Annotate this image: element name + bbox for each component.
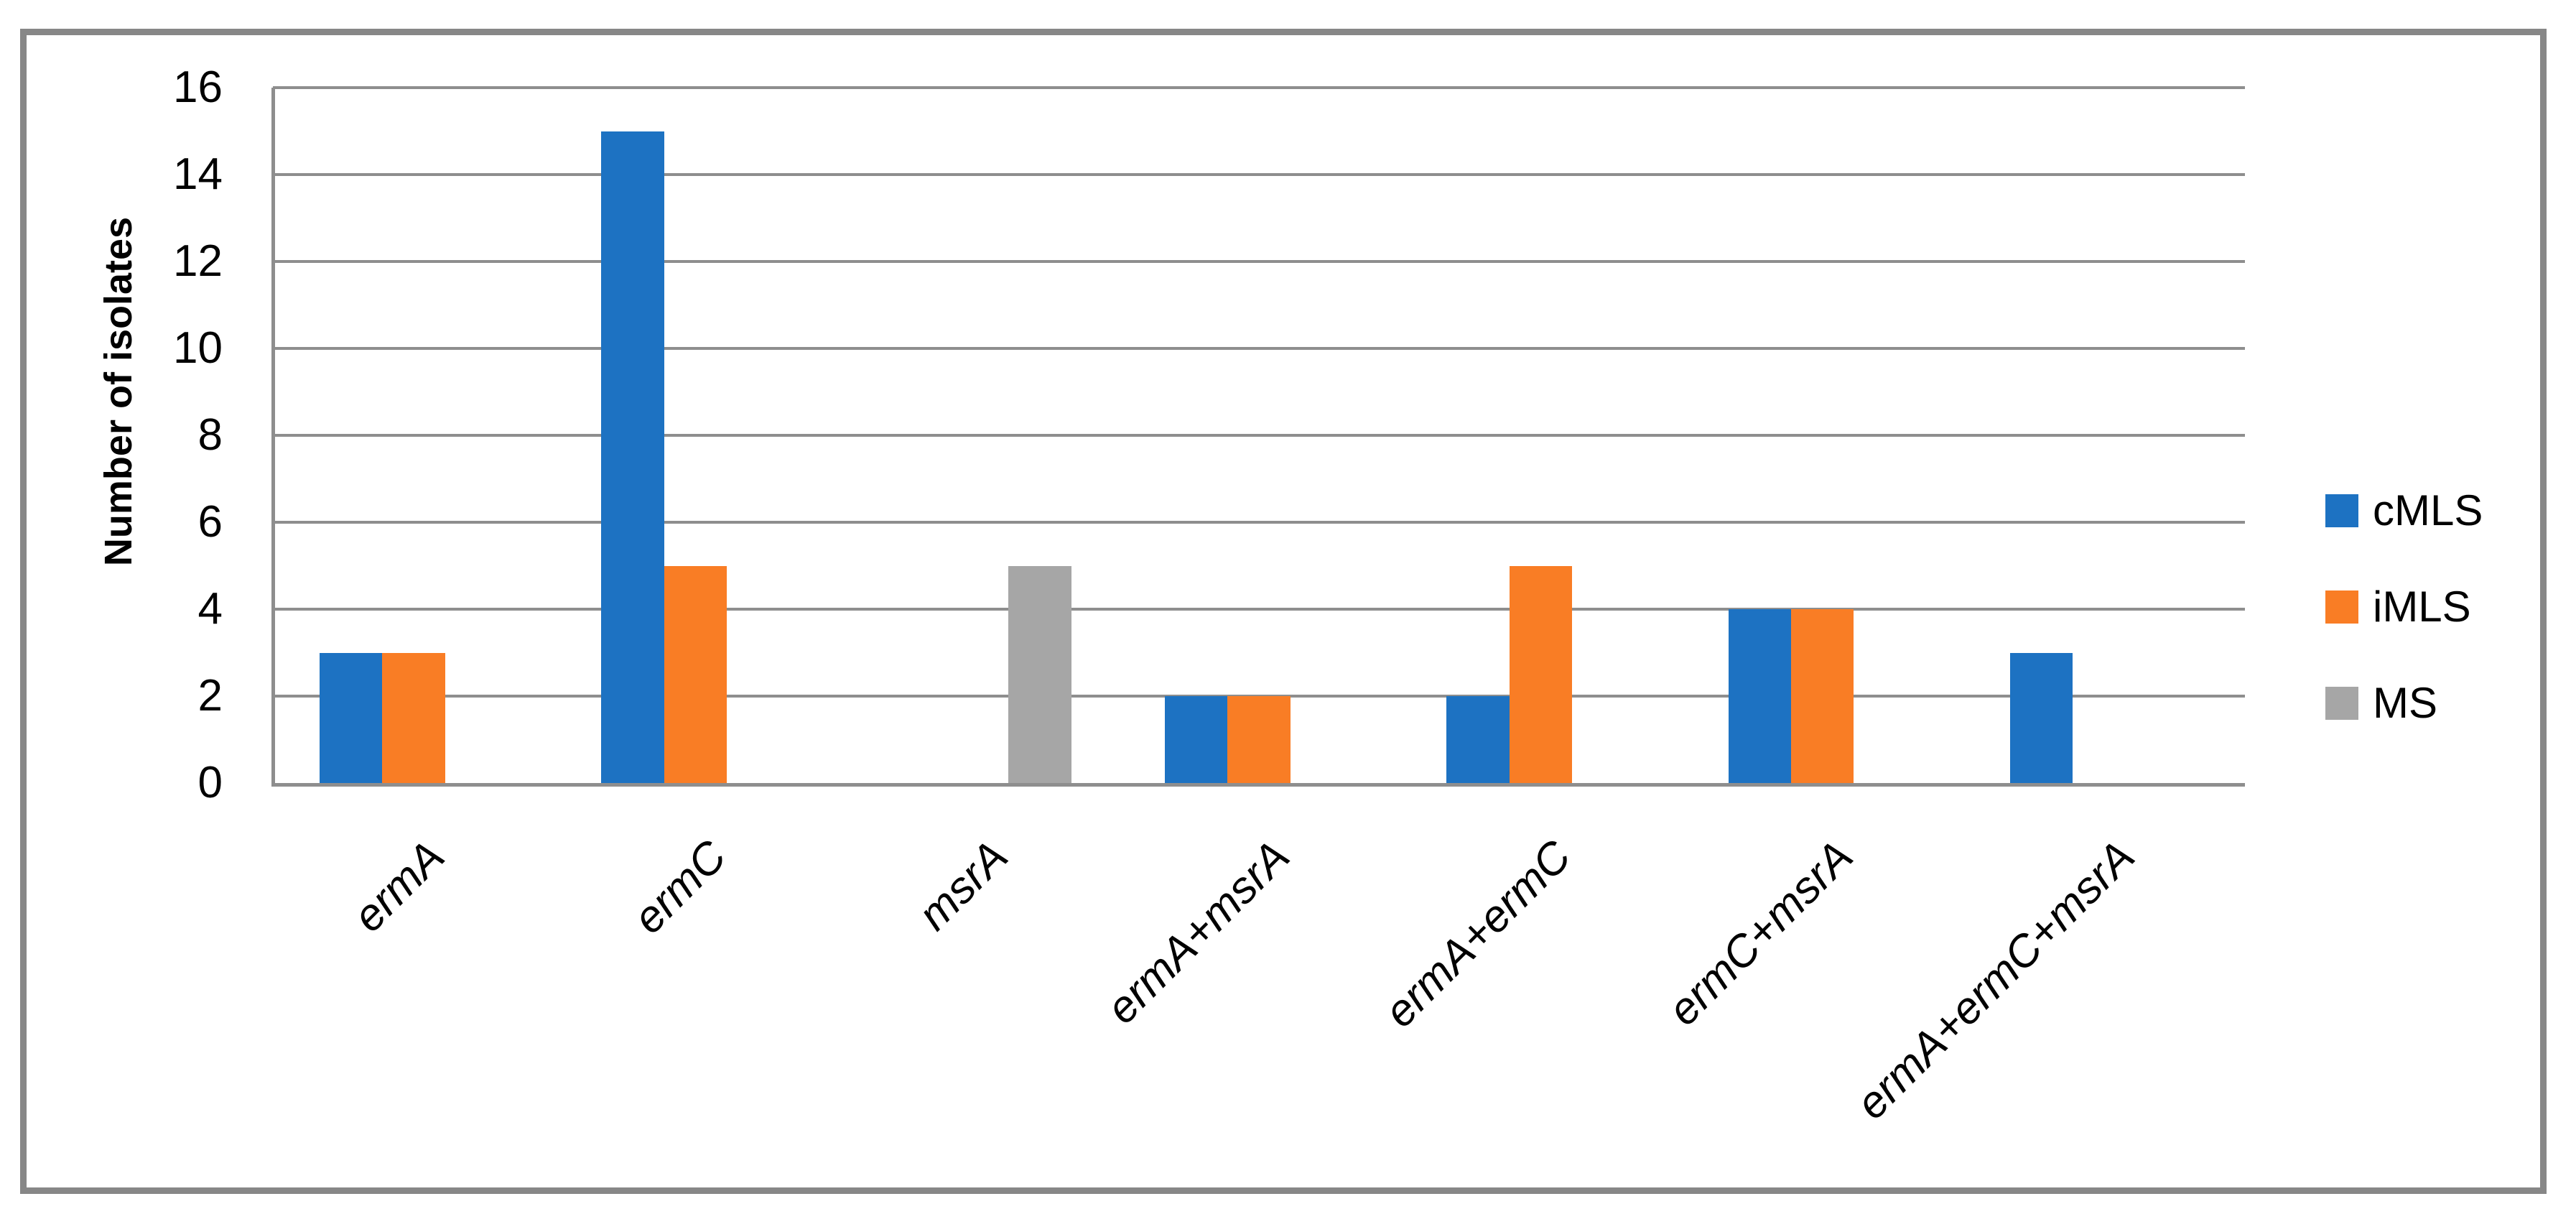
bar-cMLS-ermA+msrA (1165, 696, 1228, 783)
bar-iMLS-ermC (664, 565, 727, 783)
bar-iMLS-ermA+ermC (1509, 565, 1572, 783)
bar-iMLS-ermA (382, 652, 445, 783)
gridline-y-8 (273, 434, 2245, 437)
bar-cMLS-ermA (320, 652, 383, 783)
y-tick-label-10: 10 (173, 323, 223, 373)
y-tick-label-16: 16 (173, 62, 223, 112)
y-tick-label-6: 6 (197, 497, 223, 547)
bar-iMLS-ermC+msrA (1790, 609, 1854, 783)
y-axis-line (271, 88, 275, 787)
gridline-y-14 (273, 173, 2245, 176)
gridline-y-10 (273, 347, 2245, 350)
legend-label-MS: MS (2373, 679, 2437, 727)
legend-item-MS: MS (2325, 679, 2437, 727)
bar-iMLS-ermA+msrA (1227, 696, 1291, 783)
bar-cMLS-ermA+ermC (1446, 696, 1510, 783)
chart-outer-border (20, 29, 2547, 1194)
bar-cMLS-ermA+ermC+msrA (2009, 652, 2073, 783)
legend-swatch-cMLS (2325, 494, 2358, 527)
legend-label-iMLS: iMLS (2373, 583, 2471, 631)
gridline-y-12 (273, 260, 2245, 263)
gridline-y-4 (273, 608, 2245, 611)
y-tick-label-4: 4 (197, 584, 223, 634)
legend-swatch-iMLS (2325, 590, 2358, 624)
bar-cMLS-ermC+msrA (1728, 609, 1791, 783)
x-axis-line (273, 783, 2245, 787)
legend-item-cMLS: cMLS (2325, 486, 2483, 534)
legend-label-cMLS: cMLS (2373, 486, 2483, 534)
gridline-y-6 (273, 521, 2245, 524)
legend-swatch-MS (2325, 687, 2358, 720)
y-tick-label-2: 2 (197, 671, 223, 721)
y-tick-label-12: 12 (173, 236, 223, 286)
bar-MS-msrA (1008, 565, 1071, 783)
bar-cMLS-ermC (601, 131, 664, 783)
y-tick-label-14: 14 (173, 149, 223, 199)
legend-item-iMLS: iMLS (2325, 583, 2471, 631)
y-tick-label-0: 0 (197, 758, 223, 807)
y-tick-label-8: 8 (197, 410, 223, 460)
gridline-y-16 (273, 86, 2245, 89)
